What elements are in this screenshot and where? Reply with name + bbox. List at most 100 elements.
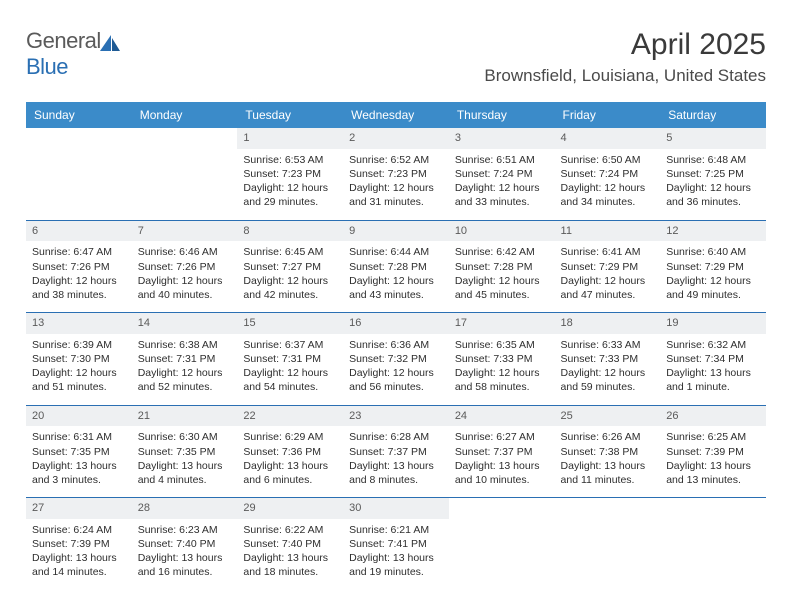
day-number: 26 (660, 406, 766, 427)
daylight-text: Daylight: 13 hours and 8 minutes. (349, 459, 443, 487)
weekday-header: Saturday (660, 102, 766, 128)
day-number: 9 (343, 221, 449, 242)
sunrise-text: Sunrise: 6:35 AM (455, 338, 549, 352)
weekday-header: Friday (555, 102, 661, 128)
day-number: 1 (237, 128, 343, 149)
page: GeneralBlue April 2025 Brownsfield, Loui… (0, 0, 792, 610)
day-number: 8 (237, 221, 343, 242)
daylight-text: Daylight: 12 hours and 42 minutes. (243, 274, 337, 302)
calendar-cell: 13Sunrise: 6:39 AMSunset: 7:30 PMDayligh… (26, 313, 132, 406)
daylight-text: Daylight: 13 hours and 18 minutes. (243, 551, 337, 579)
calendar-cell: 15Sunrise: 6:37 AMSunset: 7:31 PMDayligh… (237, 313, 343, 406)
sunrise-text: Sunrise: 6:46 AM (138, 245, 232, 259)
day-number: 30 (343, 498, 449, 519)
day-number: 16 (343, 313, 449, 334)
sunset-text: Sunset: 7:29 PM (561, 260, 655, 274)
sunset-text: Sunset: 7:37 PM (349, 445, 443, 459)
calendar-row: 6Sunrise: 6:47 AMSunset: 7:26 PMDaylight… (26, 220, 766, 313)
sunset-text: Sunset: 7:31 PM (138, 352, 232, 366)
calendar-cell: 9Sunrise: 6:44 AMSunset: 7:28 PMDaylight… (343, 220, 449, 313)
day-number: 28 (132, 498, 238, 519)
day-number: 18 (555, 313, 661, 334)
day-number: 22 (237, 406, 343, 427)
calendar-cell: 6Sunrise: 6:47 AMSunset: 7:26 PMDaylight… (26, 220, 132, 313)
daylight-text: Daylight: 13 hours and 16 minutes. (138, 551, 232, 579)
sunset-text: Sunset: 7:35 PM (32, 445, 126, 459)
daylight-text: Daylight: 12 hours and 38 minutes. (32, 274, 126, 302)
weekday-header: Thursday (449, 102, 555, 128)
logo-text-blue: Blue (26, 54, 68, 79)
calendar-cell: 27Sunrise: 6:24 AMSunset: 7:39 PMDayligh… (26, 498, 132, 590)
sunrise-text: Sunrise: 6:28 AM (349, 430, 443, 444)
calendar-row: 27Sunrise: 6:24 AMSunset: 7:39 PMDayligh… (26, 498, 766, 590)
day-number: 23 (343, 406, 449, 427)
daylight-text: Daylight: 13 hours and 13 minutes. (666, 459, 760, 487)
calendar-cell-empty (449, 498, 555, 590)
daylight-text: Daylight: 13 hours and 14 minutes. (32, 551, 126, 579)
sunset-text: Sunset: 7:39 PM (666, 445, 760, 459)
day-number: 13 (26, 313, 132, 334)
sunrise-text: Sunrise: 6:50 AM (561, 153, 655, 167)
day-number: 4 (555, 128, 661, 149)
sunset-text: Sunset: 7:28 PM (349, 260, 443, 274)
sunrise-text: Sunrise: 6:47 AM (32, 245, 126, 259)
calendar-header-row: Sunday Monday Tuesday Wednesday Thursday… (26, 102, 766, 128)
title-block: April 2025 Brownsfield, Louisiana, Unite… (484, 28, 766, 86)
calendar-cell: 3Sunrise: 6:51 AMSunset: 7:24 PMDaylight… (449, 128, 555, 220)
day-number: 7 (132, 221, 238, 242)
sail-icon (99, 34, 121, 52)
daylight-text: Daylight: 13 hours and 1 minute. (666, 366, 760, 394)
calendar-cell: 22Sunrise: 6:29 AMSunset: 7:36 PMDayligh… (237, 405, 343, 498)
sunset-text: Sunset: 7:38 PM (561, 445, 655, 459)
daylight-text: Daylight: 12 hours and 54 minutes. (243, 366, 337, 394)
day-number: 5 (660, 128, 766, 149)
calendar-cell: 2Sunrise: 6:52 AMSunset: 7:23 PMDaylight… (343, 128, 449, 220)
daylight-text: Daylight: 12 hours and 40 minutes. (138, 274, 232, 302)
sunset-text: Sunset: 7:26 PM (32, 260, 126, 274)
calendar-cell: 8Sunrise: 6:45 AMSunset: 7:27 PMDaylight… (237, 220, 343, 313)
daylight-text: Daylight: 13 hours and 10 minutes. (455, 459, 549, 487)
daylight-text: Daylight: 13 hours and 4 minutes. (138, 459, 232, 487)
weekday-header: Monday (132, 102, 238, 128)
day-number: 14 (132, 313, 238, 334)
calendar-row: 20Sunrise: 6:31 AMSunset: 7:35 PMDayligh… (26, 405, 766, 498)
calendar-cell-empty (660, 498, 766, 590)
calendar-cell-empty (132, 128, 238, 220)
calendar-cell: 26 Sunrise: 6:25 AMSunset: 7:39 PMDayligh… (660, 405, 766, 498)
page-title: April 2025 (484, 28, 766, 62)
sunset-text: Sunset: 7:33 PM (561, 352, 655, 366)
daylight-text: Daylight: 12 hours and 31 minutes. (349, 181, 443, 209)
calendar-cell: 30Sunrise: 6:21 AMSunset: 7:41 PMDayligh… (343, 498, 449, 590)
sunrise-text: Sunrise: 6:48 AM (666, 153, 760, 167)
daylight-text: Daylight: 12 hours and 34 minutes. (561, 181, 655, 209)
daylight-text: Daylight: 12 hours and 59 minutes. (561, 366, 655, 394)
calendar-row: 1Sunrise: 6:53 AMSunset: 7:23 PMDaylight… (26, 128, 766, 220)
day-number: 19 (660, 313, 766, 334)
sunrise-text: Sunrise: 6:21 AM (349, 523, 443, 537)
sunset-text: Sunset: 7:24 PM (561, 167, 655, 181)
sunrise-text: Sunrise: 6:38 AM (138, 338, 232, 352)
sunset-text: Sunset: 7:40 PM (138, 537, 232, 551)
calendar-row: 13Sunrise: 6:39 AMSunset: 7:30 PMDayligh… (26, 313, 766, 406)
sunset-text: Sunset: 7:32 PM (349, 352, 443, 366)
sunrise-text: Sunrise: 6:40 AM (666, 245, 760, 259)
daylight-text: Daylight: 13 hours and 3 minutes. (32, 459, 126, 487)
daylight-text: Daylight: 12 hours and 43 minutes. (349, 274, 443, 302)
sunrise-text: Sunrise: 6:24 AM (32, 523, 126, 537)
sunrise-text: Sunrise: 6:27 AM (455, 430, 549, 444)
sunset-text: Sunset: 7:30 PM (32, 352, 126, 366)
sunrise-text: Sunrise: 6:37 AM (243, 338, 337, 352)
daylight-text: Daylight: 12 hours and 52 minutes. (138, 366, 232, 394)
calendar-cell: 29Sunrise: 6:22 AMSunset: 7:40 PMDayligh… (237, 498, 343, 590)
daylight-text: Daylight: 13 hours and 11 minutes. (561, 459, 655, 487)
calendar-cell-empty (555, 498, 661, 590)
sunrise-text: Sunrise: 6:25 AM (666, 430, 760, 444)
daylight-text: Daylight: 12 hours and 36 minutes. (666, 181, 760, 209)
day-number: 20 (26, 406, 132, 427)
sunrise-text: Sunrise: 6:53 AM (243, 153, 337, 167)
daylight-text: Daylight: 12 hours and 58 minutes. (455, 366, 549, 394)
daylight-text: Daylight: 12 hours and 56 minutes. (349, 366, 443, 394)
day-number: 24 (449, 406, 555, 427)
sunset-text: Sunset: 7:29 PM (666, 260, 760, 274)
logo-text-general: General (26, 28, 101, 53)
